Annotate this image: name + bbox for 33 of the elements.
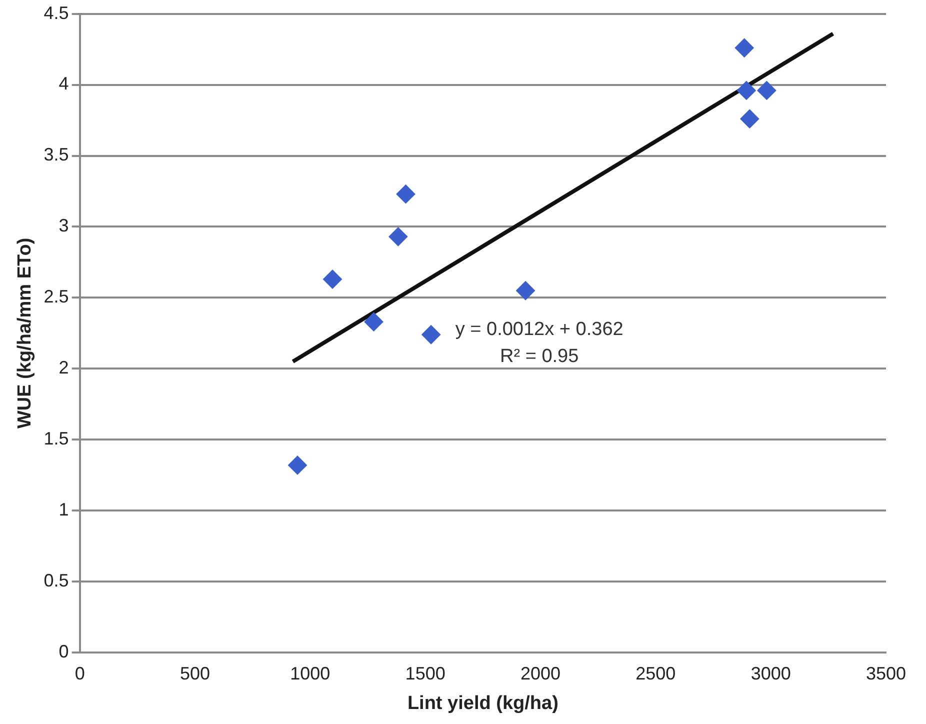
y-tick-label: 3.5 [44,144,69,165]
x-tick-label: 1000 [290,663,330,684]
annotation: y = 0.0012x + 0.362 [455,319,624,340]
x-tick-label: 1500 [405,663,446,684]
y-axis-title: WUE (kg/ha/mm ETo) [14,238,36,429]
x-tick-label: 3500 [866,663,906,684]
y-tick-label: 4.5 [44,2,69,23]
y-tick-label: 4 [58,74,69,94]
point [736,80,756,100]
x-tick-label: 0 [74,663,85,684]
x-tick-label: 3000 [750,663,791,684]
x-tick-label: 2000 [520,663,561,684]
x-axis-title: Lint yield (kg/ha) [407,692,558,714]
y-tick-label: 3 [58,216,69,236]
point [734,38,754,58]
point [757,80,776,100]
point [323,270,342,289]
point [388,227,408,246]
y-tick-label: 2.5 [44,286,69,307]
y-tick-label: 1 [58,500,69,520]
point [422,325,441,344]
point [516,281,536,300]
point [288,456,307,475]
point [364,312,384,332]
x-tick-label: 2500 [636,663,676,684]
y-tick-label: 1.5 [44,428,69,449]
y-tick-label: 0.5 [44,570,69,591]
x-tick-label: 500 [180,663,210,684]
point [740,109,760,128]
point [396,184,416,204]
annotation: R² = 0.95 [500,346,579,368]
y-tick-label: 2 [58,358,69,378]
y-tick-label: 0 [58,642,69,662]
